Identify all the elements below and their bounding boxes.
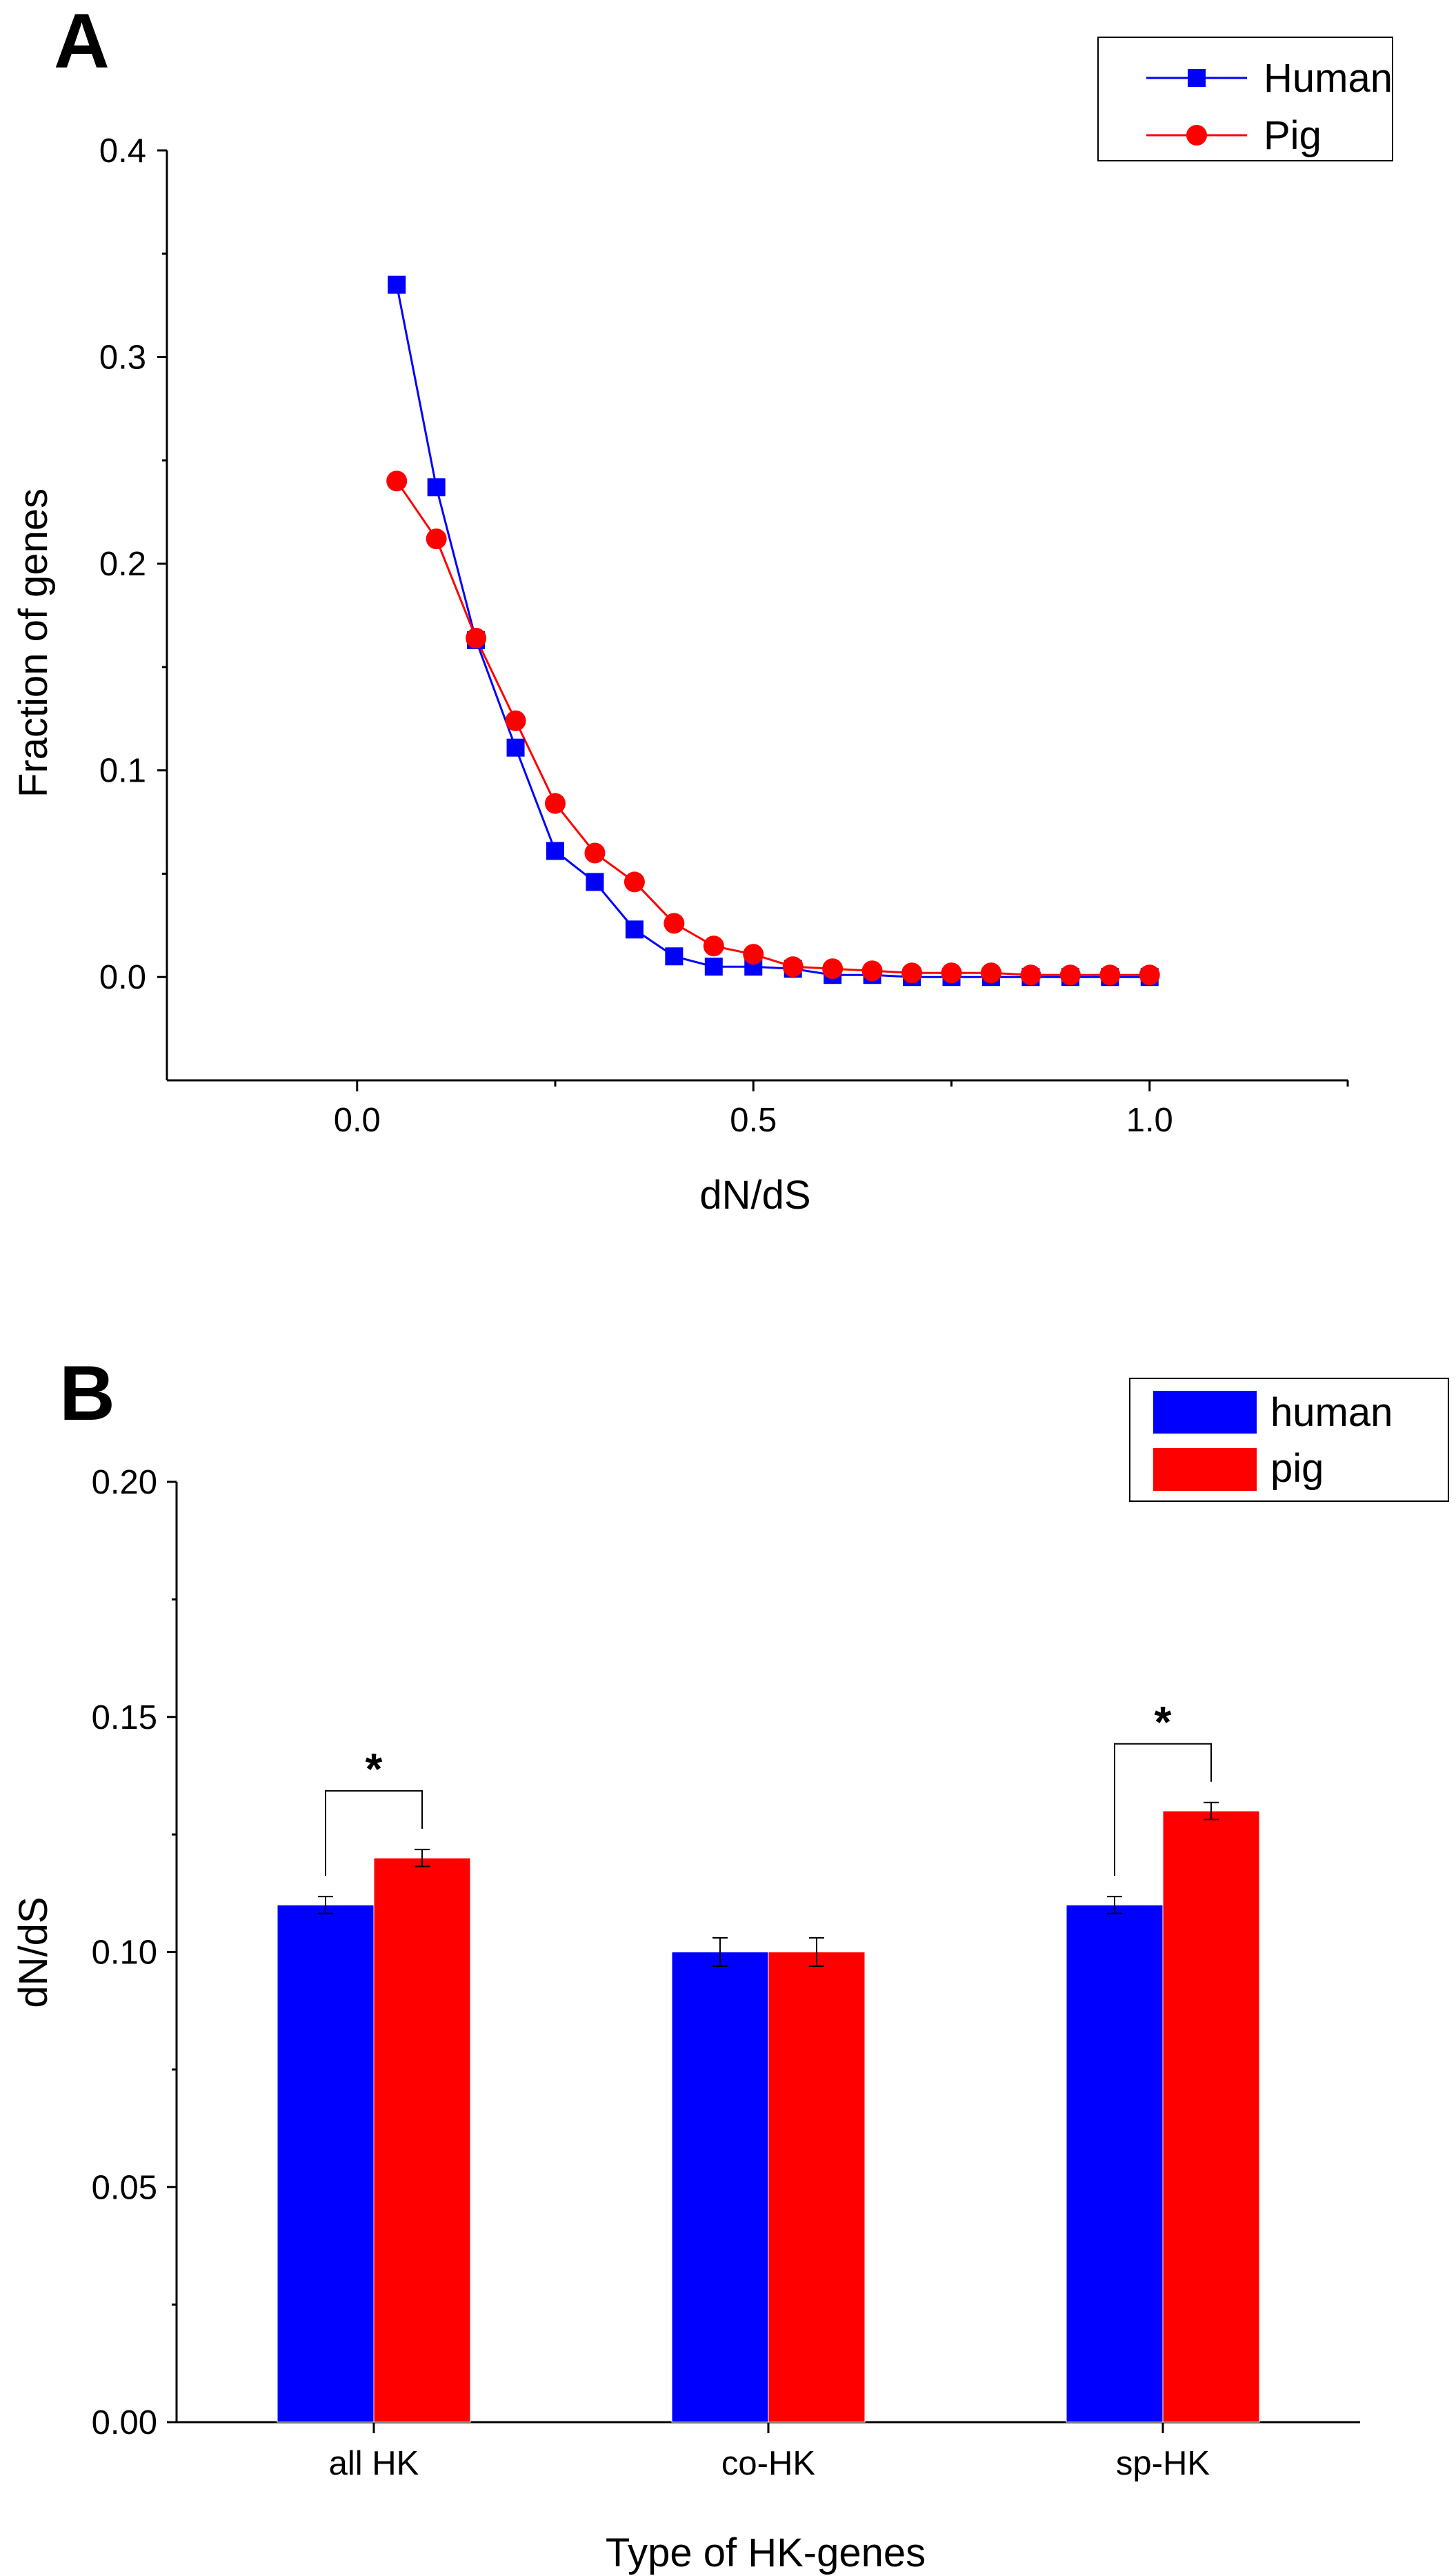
marker-pig xyxy=(624,871,645,893)
marker-pig xyxy=(664,913,685,934)
panel-b-x-tick-label: sp-HK xyxy=(1116,2445,1210,2482)
panel-a-y-tick-label: 0.3 xyxy=(99,339,146,377)
marker-human xyxy=(546,842,565,860)
significance-star: * xyxy=(1155,1697,1172,1747)
panel-b-x-tick-label: co-HK xyxy=(721,2445,815,2482)
panel-a-series-lines xyxy=(395,284,1150,978)
panel-a-x-axis-title: dN/dS xyxy=(699,1173,810,1218)
bar-human-co-hk xyxy=(671,1952,769,2423)
panel-b-bars xyxy=(277,1810,1260,2423)
bar-pig-all-hk xyxy=(373,1857,471,2423)
panel-a-y-tick-label: 0.0 xyxy=(99,959,146,996)
marker-pig xyxy=(980,962,1001,984)
marker-pig xyxy=(1139,964,1160,986)
marker-pig xyxy=(386,470,408,492)
legend-pig-swatch xyxy=(1153,1448,1257,1491)
marker-pig xyxy=(941,962,962,984)
marker-human xyxy=(388,275,406,294)
panel-b-y-tick-label: 0.15 xyxy=(92,1699,157,1736)
marker-pig xyxy=(703,935,724,957)
panel-b-y-tick-label: 0.20 xyxy=(92,1464,157,1501)
marker-pig xyxy=(822,958,844,980)
panel-b: B dN/dS Type of HK-genes 0.00 0.05 0.10 0.1… xyxy=(11,1350,1449,2575)
panel-b-y-tick-label: 0.05 xyxy=(92,2169,157,2206)
marker-human xyxy=(427,478,446,497)
panel-letter-b: B xyxy=(59,1350,115,1436)
panel-b-x-axis-title: Type of HK-genes xyxy=(606,2530,926,2575)
panel-a-markers xyxy=(386,275,1160,987)
legend-pig-label: Pig xyxy=(1264,113,1322,158)
panel-b-error-bars xyxy=(318,1801,1219,1967)
panel-a-x-tick-label: 0.0 xyxy=(334,1102,381,1139)
legend-human-bar-label: human xyxy=(1270,1390,1393,1435)
panel-b-y-tick-label: 0.00 xyxy=(92,2404,157,2441)
panel-b-y-axis-title: dN/dS xyxy=(11,1896,56,2008)
bar-human-sp-hk xyxy=(1066,1904,1164,2423)
marker-human xyxy=(586,873,604,891)
marker-pig xyxy=(1099,964,1121,986)
legend-pig-marker xyxy=(1186,125,1207,146)
marker-pig xyxy=(743,944,764,965)
significance-star: * xyxy=(366,1744,383,1794)
panel-b-x-tick-label: all HK xyxy=(329,2445,419,2482)
marker-pig xyxy=(861,960,883,982)
panel-a-y-tick-label: 0.2 xyxy=(99,546,146,583)
bar-pig-co-hk xyxy=(768,1952,866,2423)
legend-human-marker xyxy=(1188,69,1206,87)
marker-pig xyxy=(1059,964,1081,986)
bar-pig-sp-hk xyxy=(1162,1810,1260,2423)
panel-a-y-tick-label: 0.1 xyxy=(99,753,146,790)
panel-b-axes: 0.00 0.05 0.10 0.15 0.20 all HK co-HK sp-HK xyxy=(92,1464,1360,2482)
marker-pig xyxy=(466,627,487,648)
panel-b-legend: human pig xyxy=(1129,1378,1449,1502)
marker-pig xyxy=(505,710,526,731)
significance-bracket xyxy=(325,1790,423,1876)
significance-bracket xyxy=(1114,1743,1212,1876)
marker-pig xyxy=(426,528,447,550)
marker-human xyxy=(704,958,723,976)
panel-a-x-tick-label: 0.5 xyxy=(730,1102,777,1139)
panel-letter-a: A xyxy=(54,0,110,84)
marker-human xyxy=(665,947,684,966)
panel-a-axes: 0.0 0.1 0.2 0.3 0.4 0.0 0.5 1.0 xyxy=(99,132,1349,1139)
panel-a-y-axis-title: Fraction of genes xyxy=(11,488,56,797)
marker-pig xyxy=(782,956,804,978)
panel-b-significance: ** xyxy=(325,1697,1212,1876)
series-line-human xyxy=(395,284,1150,978)
panel-a-y-tick-label: 0.4 xyxy=(99,132,146,170)
marker-pig xyxy=(1020,964,1041,986)
bar-human-all-hk xyxy=(277,1904,375,2423)
marker-human xyxy=(625,920,644,939)
panel-b-y-tick-label: 0.10 xyxy=(92,1934,157,1972)
panel-a: A Fraction of genes dN/dS 0.00.10.20.30.… xyxy=(11,0,1393,1218)
legend-human-swatch xyxy=(1153,1391,1257,1434)
legend-pig-bar-label: pig xyxy=(1270,1446,1324,1491)
panel-a-legend: Human Pig xyxy=(1097,37,1393,161)
panel-a-x-tick-label: 1.0 xyxy=(1126,1102,1173,1139)
marker-human xyxy=(506,738,525,757)
marker-pig xyxy=(545,793,566,814)
legend-human-label: Human xyxy=(1264,56,1393,101)
marker-pig xyxy=(901,962,923,984)
marker-pig xyxy=(584,842,606,864)
panel-a-legend-box xyxy=(1097,37,1393,161)
